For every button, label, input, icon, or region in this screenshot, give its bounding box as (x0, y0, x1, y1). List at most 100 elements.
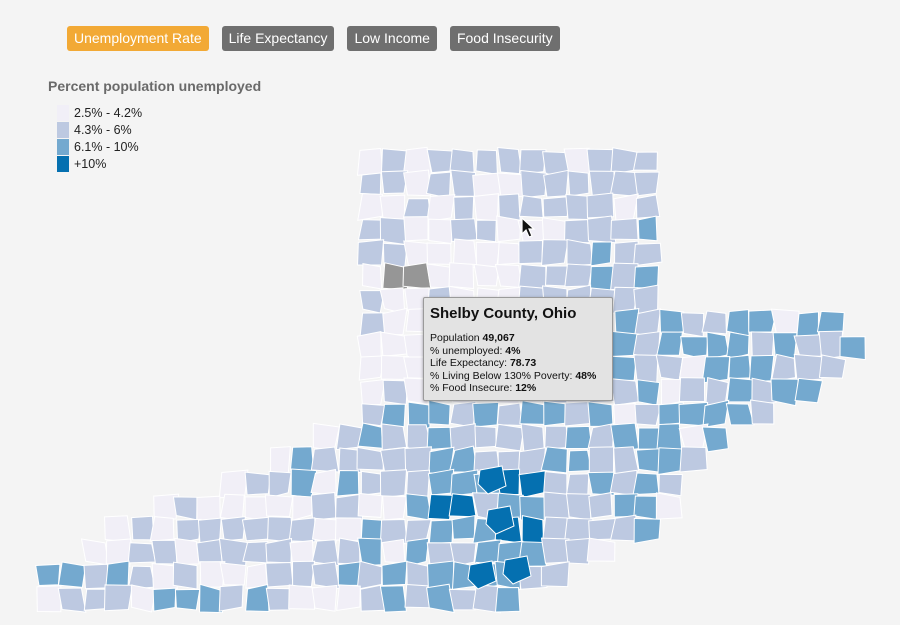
county[interactable] (105, 538, 132, 568)
county[interactable] (196, 495, 221, 521)
county[interactable] (448, 262, 475, 290)
county[interactable] (655, 354, 684, 381)
county[interactable] (635, 448, 661, 473)
county[interactable] (610, 355, 637, 382)
county[interactable] (172, 496, 198, 521)
county[interactable] (613, 193, 639, 222)
county[interactable] (428, 519, 454, 545)
county[interactable] (449, 542, 477, 567)
county[interactable] (750, 399, 775, 425)
county[interactable] (519, 399, 548, 425)
county[interactable] (406, 424, 433, 451)
county[interactable] (311, 517, 341, 544)
county[interactable] (633, 354, 659, 384)
county[interactable] (473, 539, 502, 564)
county[interactable] (381, 423, 408, 451)
county[interactable] (427, 494, 454, 520)
county[interactable] (658, 473, 683, 497)
county[interactable] (609, 170, 639, 197)
county[interactable] (310, 468, 337, 497)
county[interactable] (496, 215, 522, 243)
county[interactable] (450, 169, 477, 197)
county[interactable] (404, 446, 433, 473)
county[interactable] (338, 447, 362, 474)
county[interactable] (357, 193, 383, 221)
county[interactable] (426, 242, 452, 265)
county[interactable] (770, 308, 800, 336)
county[interactable] (356, 446, 385, 471)
county[interactable] (796, 311, 819, 338)
county[interactable] (57, 587, 87, 613)
county[interactable] (633, 242, 663, 267)
county[interactable] (502, 555, 532, 585)
county[interactable] (292, 495, 315, 521)
county[interactable] (494, 263, 523, 289)
county[interactable] (609, 469, 638, 497)
county[interactable] (633, 171, 660, 197)
county[interactable] (748, 309, 778, 333)
county[interactable] (542, 471, 568, 496)
county[interactable] (496, 172, 525, 198)
county[interactable] (564, 425, 593, 450)
county[interactable] (425, 171, 452, 199)
county[interactable] (586, 192, 615, 219)
county[interactable] (450, 218, 478, 243)
county[interactable] (336, 469, 360, 497)
county[interactable] (241, 516, 271, 542)
county[interactable] (518, 470, 547, 499)
county[interactable] (567, 170, 590, 197)
county[interactable] (472, 401, 500, 428)
county[interactable] (518, 239, 544, 265)
county[interactable] (103, 584, 134, 612)
county[interactable] (477, 465, 507, 495)
county[interactable] (587, 401, 614, 427)
county[interactable] (403, 216, 429, 242)
county[interactable] (270, 446, 291, 476)
county[interactable] (794, 377, 824, 404)
county[interactable] (381, 560, 408, 586)
county[interactable] (448, 588, 477, 611)
county[interactable] (518, 149, 547, 176)
county[interactable] (448, 493, 477, 518)
county[interactable] (613, 402, 639, 429)
county[interactable] (151, 562, 178, 590)
county[interactable] (564, 263, 593, 288)
county[interactable] (793, 334, 822, 357)
county[interactable] (586, 537, 616, 562)
county[interactable] (610, 217, 639, 241)
county[interactable] (453, 195, 475, 221)
county[interactable] (564, 537, 592, 565)
county[interactable] (467, 560, 497, 590)
county[interactable] (245, 583, 270, 613)
county[interactable] (475, 149, 498, 176)
county[interactable] (357, 239, 385, 266)
tab-unemployment-rate[interactable]: Unemployment Rate (67, 26, 209, 51)
county[interactable] (632, 331, 661, 359)
county[interactable] (770, 353, 797, 383)
county[interactable] (679, 446, 708, 473)
county[interactable] (245, 562, 268, 589)
county[interactable] (680, 312, 705, 338)
county[interactable] (451, 514, 476, 540)
county[interactable] (244, 471, 272, 496)
county[interactable] (358, 355, 386, 381)
county[interactable] (381, 538, 406, 564)
county[interactable] (362, 262, 383, 290)
county[interactable] (357, 492, 383, 518)
county[interactable] (521, 514, 545, 544)
county[interactable] (520, 169, 548, 199)
county[interactable] (726, 377, 755, 403)
county[interactable] (265, 537, 293, 564)
county[interactable] (131, 515, 155, 541)
county[interactable] (426, 148, 453, 174)
county[interactable] (542, 196, 570, 218)
county[interactable] (153, 493, 180, 520)
county[interactable] (310, 446, 340, 473)
county[interactable] (588, 446, 615, 475)
county[interactable] (473, 263, 500, 287)
county[interactable] (196, 538, 223, 564)
county[interactable] (403, 169, 432, 197)
county[interactable] (541, 239, 569, 267)
county[interactable] (613, 446, 640, 475)
county[interactable] (751, 377, 777, 405)
